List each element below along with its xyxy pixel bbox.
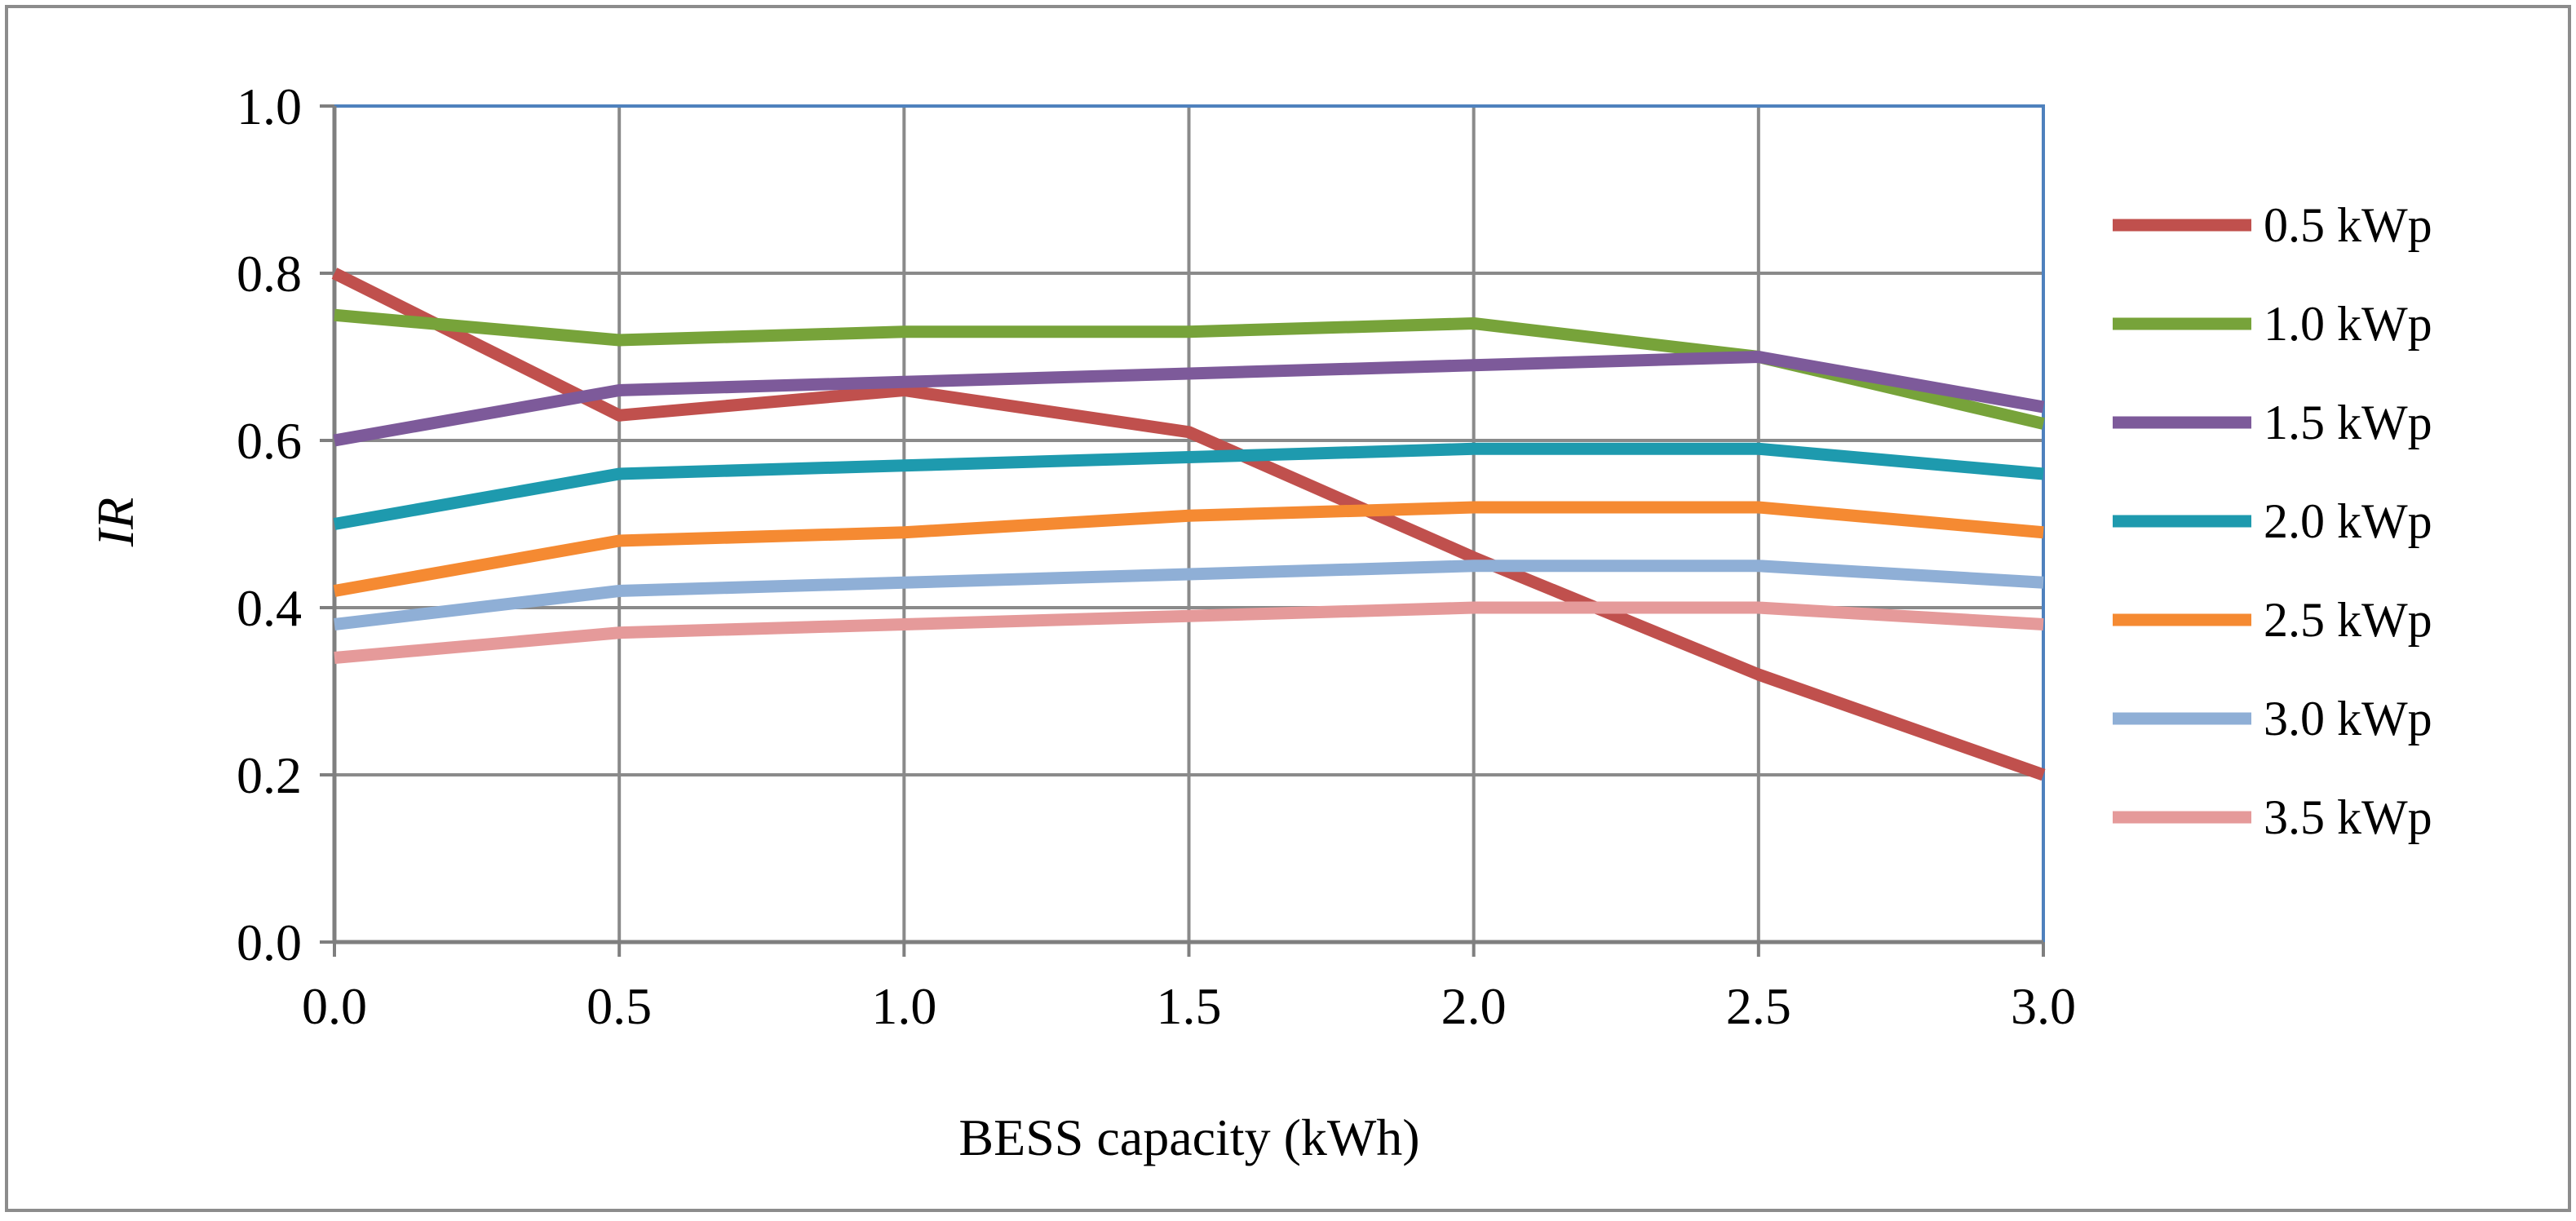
legend-label: 2.0 kWp <box>2264 494 2432 548</box>
legend-label: 1.5 kWp <box>2264 396 2432 449</box>
y-tick-label: 0.2 <box>237 746 302 804</box>
x-tick-label: 2.5 <box>1726 977 1791 1035</box>
series-line-3.5-kwp <box>334 601 2044 664</box>
y-tick-label: 0.4 <box>237 579 302 637</box>
y-tick-label: 0.0 <box>237 914 302 971</box>
series-lines <box>331 268 2046 781</box>
x-tick-label: 0.5 <box>586 977 652 1035</box>
x-tick-label: 3.0 <box>2011 977 2076 1035</box>
legend-label: 2.5 kWp <box>2264 593 2432 647</box>
legend: 0.5 kWp 1.0 kWp 1.5 kWp 2.0 kWp 2.5 kWp 3.0 k… <box>2113 198 2432 844</box>
y-tick-label: 0.8 <box>237 245 302 303</box>
legend-label: 1.0 kWp <box>2264 297 2432 351</box>
y-tick-label: 0.6 <box>237 412 302 470</box>
y-axis-title: IR <box>86 498 144 547</box>
x-tick-label: 0.0 <box>302 977 367 1035</box>
x-tick-label: 1.0 <box>871 977 936 1035</box>
x-tick-label: 1.5 <box>1157 977 1222 1035</box>
y-tick-label: 1.0 <box>237 77 302 135</box>
series-line-0.5-kwp <box>331 268 2046 781</box>
legend-label: 3.0 kWp <box>2264 692 2432 745</box>
tick-labels: 0.0 0.2 0.4 0.6 0.8 1.0 0.0 0.5 1.0 1.5 2.0 2.5 3.0 <box>237 77 2076 1035</box>
legend-label: 0.5 kWp <box>2264 198 2432 252</box>
series-line-3.0-kwp <box>334 560 2044 630</box>
series-line-2.0-kwp <box>333 442 2044 530</box>
series-line-1.5-kwp <box>333 351 2045 447</box>
series-line-2.5-kwp <box>333 501 2044 597</box>
x-axis-title: BESS capacity (kWh) <box>958 1108 1419 1166</box>
x-tick-label: 2.0 <box>1441 977 1507 1035</box>
legend-label: 3.5 kWp <box>2264 790 2432 844</box>
